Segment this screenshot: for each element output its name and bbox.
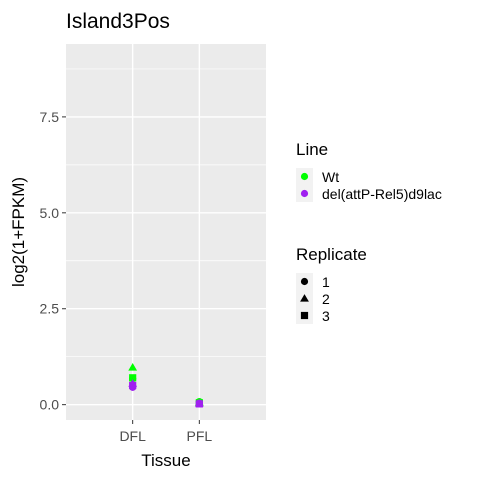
legend-label: Wt — [322, 169, 339, 185]
chart-title: Island3Pos — [66, 10, 170, 33]
y-tick-label: 7.5 — [40, 109, 60, 125]
legend-key-swatch — [300, 294, 309, 302]
legend-label: 1 — [322, 274, 330, 290]
data-points — [128, 363, 204, 408]
plot-panel — [66, 44, 266, 420]
x-tick-label: DFL — [119, 428, 146, 444]
data-point — [128, 363, 138, 371]
x-axis-title: Tissue — [141, 451, 190, 470]
y-tick-label: 0.0 — [40, 397, 60, 413]
y-axis-title: log2(1+FPKM) — [9, 177, 28, 287]
major-gridlines — [66, 44, 266, 420]
data-point — [129, 374, 137, 383]
x-axis: DFL PFL — [119, 420, 212, 444]
y-tick-label: 2.5 — [40, 301, 60, 317]
legend-line-title: Line — [296, 140, 328, 159]
legend-key-swatch — [300, 189, 309, 198]
legend-replicate-title: Replicate — [296, 245, 367, 264]
legend-replicate: Replicate 123 — [296, 245, 367, 324]
legend-label: del(attP-Rel5)d9lac — [322, 186, 442, 202]
legend-label: 3 — [322, 308, 330, 324]
y-tick-label: 5.0 — [40, 205, 60, 221]
legend-key-swatch — [300, 277, 309, 286]
x-tick-label: PFL — [186, 428, 212, 444]
legend-key-swatch — [300, 172, 309, 181]
legend-label: 2 — [322, 291, 330, 307]
y-axis: 0.0 2.5 5.0 7.5 — [40, 109, 66, 413]
data-point — [195, 400, 203, 408]
minor-gridlines — [66, 68, 266, 358]
data-point — [129, 383, 137, 391]
legend-key-swatch — [300, 311, 309, 320]
